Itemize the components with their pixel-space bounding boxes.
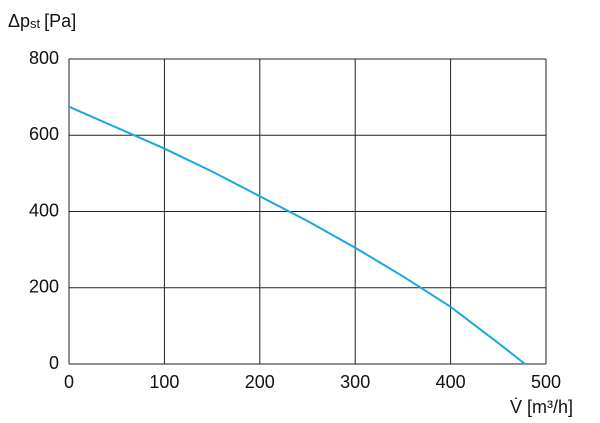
y-tick-label: 600 [29, 124, 59, 144]
x-axis-label: V̇ [m³/h] [510, 397, 573, 417]
x-tick-label: 300 [340, 372, 370, 392]
y-tick-label: 200 [29, 277, 59, 297]
y-label-unit: [Pa] [44, 11, 76, 31]
x-tick-label: 0 [64, 372, 74, 392]
x-tick-label: 500 [531, 372, 561, 392]
y-tick-label: 400 [29, 200, 59, 220]
x-tick-label: 200 [245, 372, 275, 392]
x-tick-label: 400 [436, 372, 466, 392]
curve [68, 105, 526, 365]
y-tick-label: 0 [49, 353, 59, 373]
y-tick-label: 800 [29, 48, 59, 68]
y-label-subscript: st [30, 16, 41, 31]
x-tick-label: 100 [149, 372, 179, 392]
y-axis-label: Δpst [Pa] [8, 11, 76, 32]
y-label-symbol: Δp [8, 11, 30, 31]
